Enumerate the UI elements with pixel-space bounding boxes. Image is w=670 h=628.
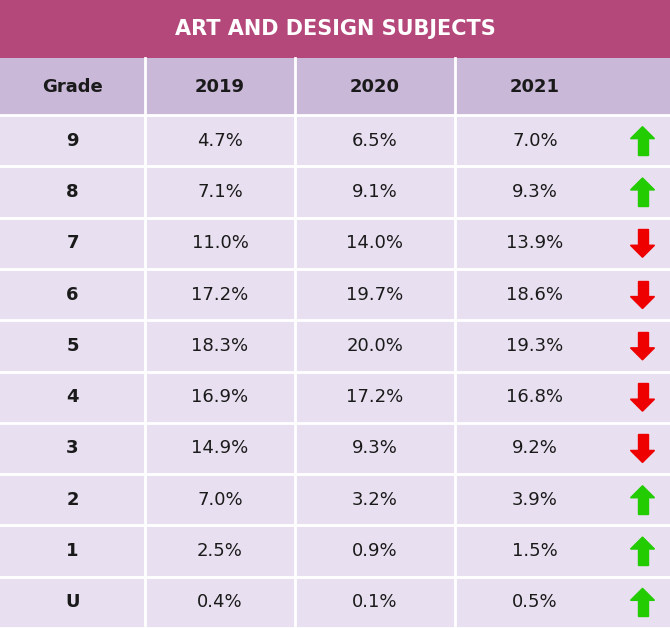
Polygon shape [630, 246, 655, 257]
Bar [0, 0, 670, 58]
Bar [0, 423, 670, 474]
Text: 9.3%: 9.3% [352, 440, 398, 457]
Text: 0.1%: 0.1% [352, 593, 398, 611]
Text: 16.9%: 16.9% [192, 388, 249, 406]
Polygon shape [637, 549, 647, 565]
Text: U: U [65, 593, 80, 611]
Polygon shape [637, 332, 647, 348]
Polygon shape [630, 588, 655, 600]
Bar [0, 372, 670, 423]
Polygon shape [637, 229, 647, 246]
Text: 8: 8 [66, 183, 79, 201]
Text: 14.9%: 14.9% [192, 440, 249, 457]
Text: 2: 2 [66, 490, 79, 509]
Polygon shape [637, 498, 647, 514]
Text: 14.0%: 14.0% [346, 234, 403, 252]
Text: 9.1%: 9.1% [352, 183, 398, 201]
Text: 2021: 2021 [510, 77, 560, 95]
Text: 1.5%: 1.5% [512, 542, 558, 560]
Text: 3.9%: 3.9% [512, 490, 558, 509]
Text: 19.7%: 19.7% [346, 286, 403, 303]
Text: 1: 1 [66, 542, 79, 560]
Text: 0.9%: 0.9% [352, 542, 398, 560]
Text: 13.9%: 13.9% [507, 234, 563, 252]
Text: 9: 9 [66, 132, 79, 149]
Bar [0, 269, 670, 320]
Text: 5: 5 [66, 337, 79, 355]
Text: ART AND DESIGN SUBJECTS: ART AND DESIGN SUBJECTS [175, 19, 495, 39]
Polygon shape [637, 435, 647, 450]
Text: 0.5%: 0.5% [512, 593, 558, 611]
Text: 3: 3 [66, 440, 79, 457]
Polygon shape [630, 127, 655, 139]
Text: 4.7%: 4.7% [197, 132, 243, 149]
Text: 2020: 2020 [350, 77, 400, 95]
Text: 6: 6 [66, 286, 79, 303]
Bar [0, 320, 670, 372]
Polygon shape [637, 383, 647, 399]
Text: 7: 7 [66, 234, 79, 252]
Text: 17.2%: 17.2% [192, 286, 249, 303]
Text: 16.8%: 16.8% [507, 388, 563, 406]
Bar [0, 577, 670, 628]
Bar [0, 526, 670, 577]
Polygon shape [637, 139, 647, 154]
Text: 6.5%: 6.5% [352, 132, 398, 149]
Bar [0, 58, 670, 115]
Text: 17.2%: 17.2% [346, 388, 403, 406]
Text: 11.0%: 11.0% [192, 234, 249, 252]
Polygon shape [630, 399, 655, 411]
Text: 19.3%: 19.3% [507, 337, 563, 355]
Text: 18.3%: 18.3% [192, 337, 249, 355]
Text: 2019: 2019 [195, 77, 245, 95]
Text: 2.5%: 2.5% [197, 542, 243, 560]
Text: 3.2%: 3.2% [352, 490, 398, 509]
Polygon shape [637, 600, 647, 616]
Text: 18.6%: 18.6% [507, 286, 563, 303]
Polygon shape [630, 348, 655, 360]
Text: 7.0%: 7.0% [197, 490, 243, 509]
Text: 20.0%: 20.0% [346, 337, 403, 355]
Text: 9.2%: 9.2% [512, 440, 558, 457]
Bar [0, 474, 670, 526]
Polygon shape [637, 281, 647, 296]
Text: 7.0%: 7.0% [512, 132, 558, 149]
Polygon shape [630, 178, 655, 190]
Text: 7.1%: 7.1% [197, 183, 243, 201]
Polygon shape [630, 450, 655, 462]
Text: 4: 4 [66, 388, 79, 406]
Bar [0, 115, 670, 166]
Polygon shape [630, 537, 655, 549]
Bar [0, 217, 670, 269]
Polygon shape [637, 190, 647, 206]
Text: Grade: Grade [42, 77, 103, 95]
Text: 9.3%: 9.3% [512, 183, 558, 201]
Polygon shape [630, 296, 655, 308]
Polygon shape [630, 485, 655, 498]
Text: 0.4%: 0.4% [197, 593, 243, 611]
Bar [0, 166, 670, 217]
